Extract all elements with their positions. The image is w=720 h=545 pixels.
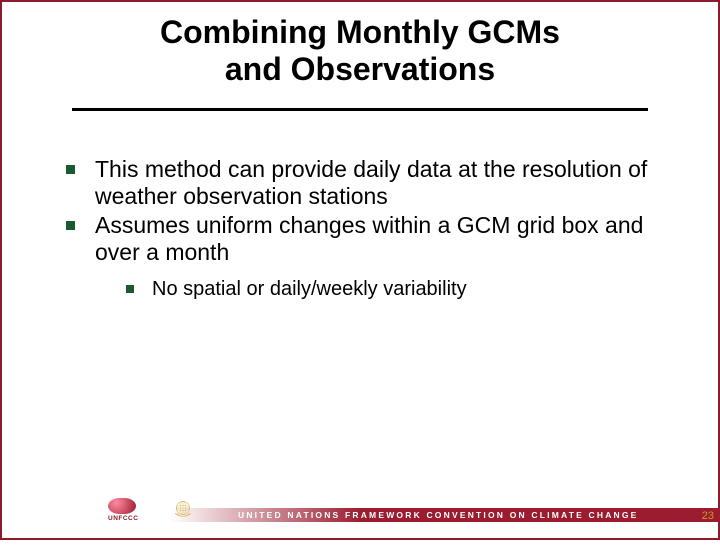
bullet-text: This method can provide daily data at th… bbox=[95, 156, 656, 210]
title-line-1: Combining Monthly GCMs bbox=[0, 14, 720, 51]
bullet-square-icon bbox=[66, 221, 75, 230]
un-emblem-icon bbox=[172, 497, 194, 524]
sub-bullet-text: No spatial or daily/weekly variability bbox=[152, 277, 467, 301]
bullet-item: This method can provide daily data at th… bbox=[66, 156, 656, 210]
page-number: 23 bbox=[702, 510, 714, 522]
bullet-square-icon bbox=[126, 285, 134, 293]
slide: Combining Monthly GCMs and Observations … bbox=[0, 0, 720, 540]
content-area: This method can provide daily data at th… bbox=[66, 156, 656, 301]
title-line-2: and Observations bbox=[0, 51, 720, 88]
globe-icon bbox=[108, 498, 136, 514]
bullet-item: Assumes uniform changes within a GCM gri… bbox=[66, 212, 656, 266]
footer: UNFCCC UNITED NATIONS FRAMEWORK CONVENTI… bbox=[0, 508, 720, 522]
title-underline bbox=[72, 108, 648, 111]
unfccc-label: UNFCCC bbox=[108, 515, 138, 522]
slide-title: Combining Monthly GCMs and Observations bbox=[0, 0, 720, 88]
unfccc-logo: UNFCCC bbox=[108, 498, 138, 522]
bullet-square-icon bbox=[66, 165, 75, 174]
footer-org-text: UNITED NATIONS FRAMEWORK CONVENTION ON C… bbox=[238, 510, 639, 520]
bullet-text: Assumes uniform changes within a GCM gri… bbox=[95, 212, 656, 266]
sub-bullet-item: No spatial or daily/weekly variability bbox=[126, 277, 656, 301]
